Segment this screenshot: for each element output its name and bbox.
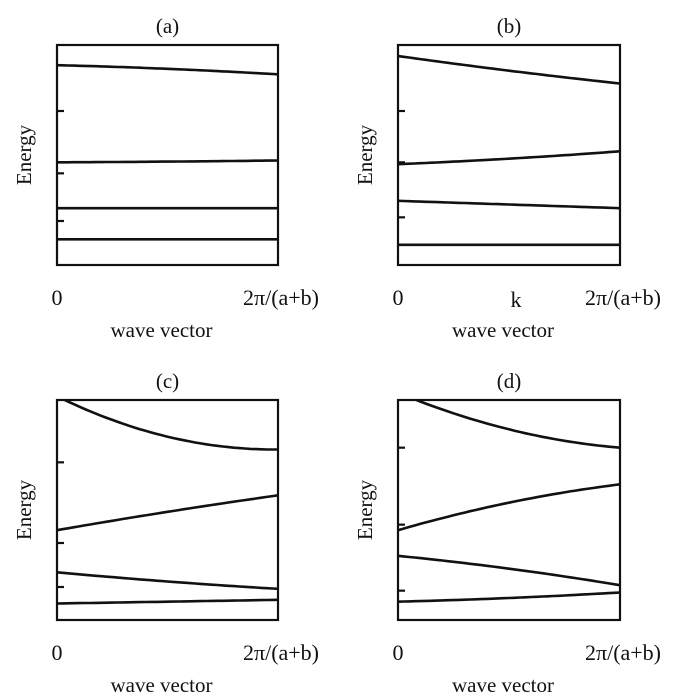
x-tick-label-zone-edge: 2π/(a+b) [243, 285, 319, 310]
plot-frame [55, 398, 280, 622]
x-tick-label-zero: 0 [393, 285, 404, 310]
energy-band-3 [57, 493, 278, 532]
panel-c: (c) Energy 0 2π/(a+b) wave vector [12, 369, 319, 697]
panel-title: (d) [497, 369, 522, 393]
x-tick-label-zero: 0 [52, 640, 63, 665]
energy-band-1 [57, 598, 278, 605]
panel-a: (a) Energy 0 2π/(a+b) wave vector [12, 14, 319, 342]
x-tick-label-zone-edge: 2π/(a+b) [585, 640, 661, 665]
y-axis-label: Energy [353, 124, 377, 185]
energy-band-4 [398, 54, 620, 85]
energy-band-2 [398, 554, 620, 587]
energy-band-4 [57, 63, 278, 76]
x-tick-label-zero: 0 [52, 285, 63, 310]
k-label: k [511, 287, 522, 312]
energy-band-4 [412, 400, 620, 450]
energy-band-3 [398, 482, 620, 532]
panel-title: (b) [497, 14, 522, 38]
x-axis-label: wave vector [452, 318, 554, 342]
x-tick-label-zone-edge: 2π/(a+b) [243, 640, 319, 665]
energy-band-4 [61, 400, 278, 451]
y-axis-label: Energy [12, 479, 36, 540]
energy-band-3 [398, 150, 620, 166]
plot-frame [55, 43, 280, 267]
plot-frame [396, 398, 622, 622]
panel-title: (a) [156, 14, 179, 38]
x-tick-label-zero: 0 [393, 640, 404, 665]
panel-b: (b) Energy 0 2π/(a+b) k wave vector [353, 14, 661, 342]
energy-band-1 [398, 591, 620, 604]
panel-title: (c) [156, 369, 179, 393]
y-axis-label: Energy [353, 479, 377, 540]
plot-frame [396, 43, 622, 267]
x-axis-label: wave vector [110, 673, 212, 697]
panel-d: (d) Energy 0 2π/(a+b) wave vector [353, 369, 661, 697]
x-axis-label: wave vector [452, 673, 554, 697]
x-tick-label-zone-edge: 2π/(a+b) [585, 285, 661, 310]
energy-band-3 [57, 159, 278, 164]
energy-band-2 [57, 570, 278, 591]
x-axis-label: wave vector [110, 318, 212, 342]
energy-band-2 [398, 199, 620, 210]
y-axis-label: Energy [12, 124, 36, 185]
